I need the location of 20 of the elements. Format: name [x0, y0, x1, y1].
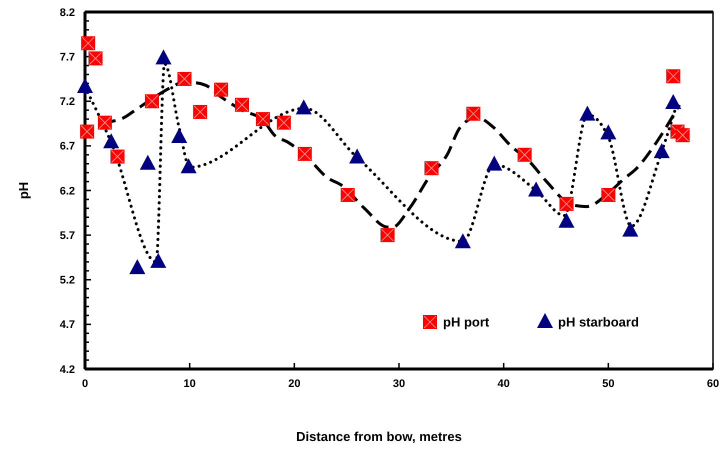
x-tick-label: 60 — [706, 378, 720, 390]
x-tick-label: 30 — [392, 378, 406, 390]
x-tick-label: 20 — [288, 378, 300, 390]
x-axis-title: Distance from bow, metres — [296, 429, 462, 444]
y-tick-label: 7.7 — [60, 51, 75, 64]
y-tick-label: 8.2 — [60, 6, 75, 19]
x-tick-label: 10 — [184, 378, 196, 390]
y-tick-label: 7.2 — [60, 96, 75, 108]
x-tick-label: 0 — [82, 378, 88, 390]
legend-label: pH port — [443, 314, 490, 330]
y-tick-label: 5.7 — [60, 230, 75, 242]
y-tick-label: 4.7 — [60, 319, 75, 332]
y-tick-label: 6.7 — [60, 140, 75, 153]
y-tick-label: 4.2 — [60, 364, 75, 376]
x-tick-label: 50 — [602, 378, 614, 390]
y-tick-label: 5.2 — [60, 274, 75, 287]
legend-label: pH starboard — [558, 314, 639, 330]
y-tick-label: 6.2 — [60, 185, 75, 198]
y-axis-title: pH — [16, 182, 31, 200]
x-tick-label: 40 — [498, 378, 510, 390]
